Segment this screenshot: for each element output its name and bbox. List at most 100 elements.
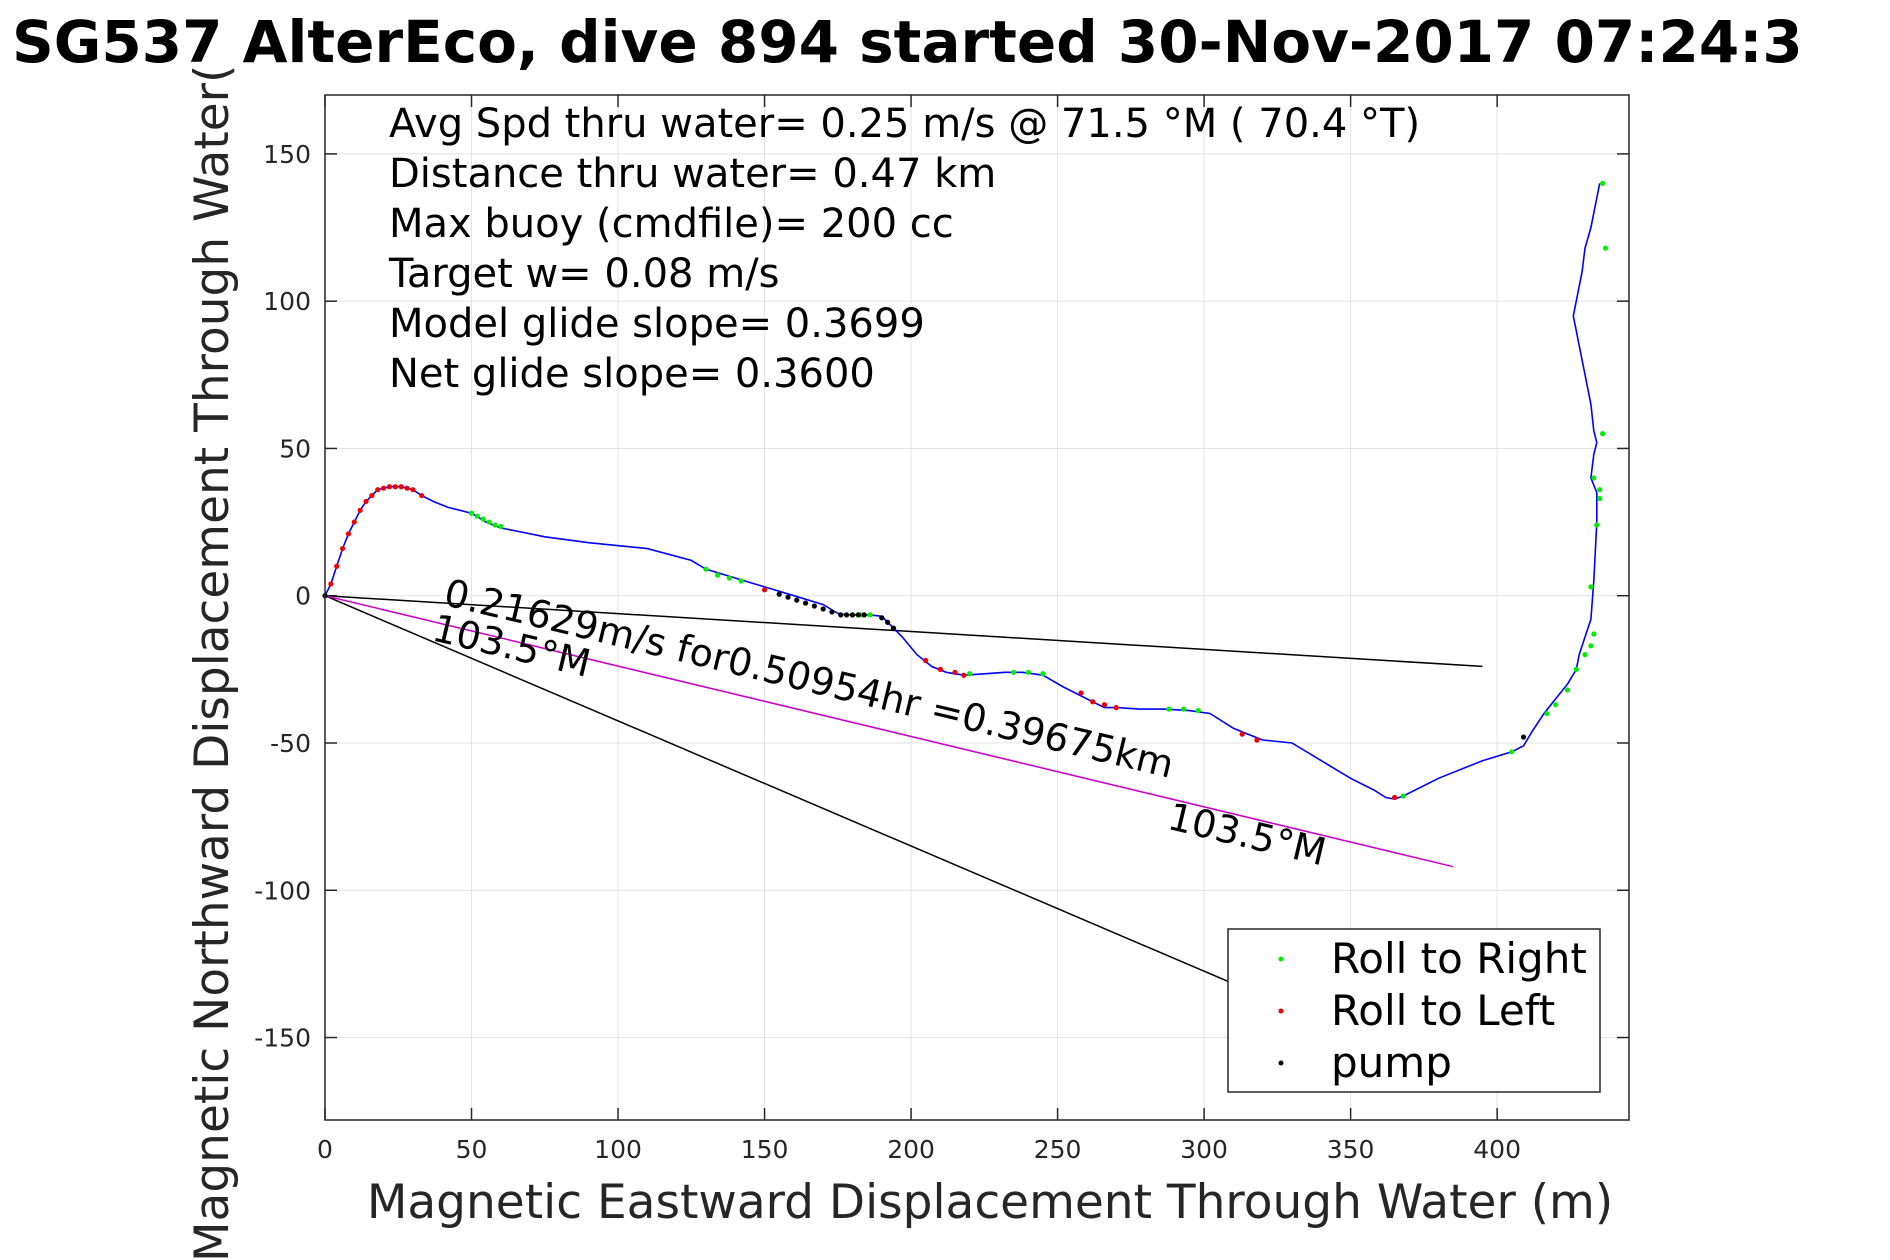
marker-red: [937, 666, 943, 672]
marker-green: [1591, 475, 1597, 481]
legend-marker-roll-left: [1278, 1008, 1284, 1014]
marker-red: [345, 531, 352, 537]
info-line: Net glide slope= 0.3600: [389, 351, 875, 397]
marker-black: [1520, 734, 1527, 740]
marker-green: [468, 510, 475, 516]
marker-green: [1591, 631, 1597, 637]
marker-red: [334, 563, 340, 569]
legend-box: [1227, 928, 1601, 1093]
marker-black: [776, 591, 782, 597]
marker-black: [885, 619, 891, 625]
marker-green: [1400, 793, 1406, 799]
x-tick-label: 200: [887, 1135, 935, 1164]
roll-markers: [322, 180, 1609, 801]
marker-black: [820, 606, 826, 612]
marker-green: [1166, 706, 1172, 712]
axis-ticks: 0 50 100 150 200 250 300 350 400 -150 -100 -50 0 50 10…: [254, 95, 1629, 1164]
marker-green: [1597, 495, 1603, 502]
dive-info-text: Avg Spd thru water= 0.25 m/s @ 71.5 °M (…: [388, 101, 1420, 397]
info-line: Avg Spd thru water= 0.25 m/s @ 71.5 °M (…: [389, 101, 1420, 147]
x-tick-label: 400: [1473, 1135, 1521, 1164]
marker-green: [480, 516, 486, 522]
marker-green: [1195, 707, 1201, 714]
x-tick-label: 250: [1034, 1135, 1082, 1164]
marker-green: [1573, 666, 1579, 672]
marker-green: [1588, 584, 1594, 590]
marker-black: [855, 612, 861, 618]
marker-green: [726, 575, 732, 581]
legend-label-pump: pump: [1331, 1038, 1452, 1087]
marker-black: [802, 600, 809, 606]
marker-black: [890, 625, 897, 631]
marker-red: [923, 657, 929, 664]
marker-red: [410, 487, 416, 493]
info-line: Distance thru water= 0.47 km: [389, 151, 996, 197]
marker-black: [879, 615, 885, 621]
marker-red: [363, 498, 369, 505]
marker-green: [1594, 522, 1600, 528]
marker-red: [398, 484, 404, 490]
marker-green: [486, 519, 492, 525]
marker-red: [961, 672, 967, 678]
marker-red: [1254, 737, 1260, 743]
x-tick-label: 350: [1327, 1135, 1375, 1164]
x-tick-label: 150: [741, 1135, 789, 1164]
marker-red: [369, 492, 375, 499]
black-line-short: [324, 594, 1483, 668]
marker-black: [861, 612, 867, 618]
marker-black: [844, 612, 850, 618]
reference-lines: [324, 594, 1483, 989]
marker-red: [392, 484, 398, 490]
legend: Roll to Right Roll to Left pump: [1227, 928, 1601, 1093]
y-tick-label: -100: [254, 876, 311, 905]
marker-green: [1011, 669, 1017, 675]
marker-green: [1040, 671, 1046, 677]
legend-marker-pump: [1278, 1060, 1284, 1066]
marker-green: [1564, 687, 1571, 693]
marker-black: [785, 594, 791, 600]
marker-green: [1025, 669, 1031, 675]
magenta-line: [324, 594, 1454, 868]
marker-green: [1509, 749, 1515, 755]
marker-red: [1078, 690, 1084, 696]
x-axis-label: Magnetic Eastward Displacement Through W…: [367, 1175, 1613, 1230]
marker-red: [952, 669, 958, 675]
marker-red: [351, 519, 357, 525]
marker-red: [328, 581, 334, 587]
marker-green: [474, 513, 480, 519]
marker-red: [419, 492, 425, 499]
marker-red: [339, 545, 346, 552]
marker-green: [967, 671, 973, 677]
marker-green: [738, 578, 744, 584]
marker-black: [794, 597, 800, 603]
marker-green: [498, 523, 504, 530]
marker-green: [492, 522, 498, 528]
marker-green: [715, 572, 721, 578]
marker-red: [761, 587, 768, 593]
marker-black: [829, 609, 835, 615]
y-tick-label: -50: [270, 729, 311, 758]
legend-marker-roll-right: [1278, 956, 1284, 962]
x-tick-label: 50: [456, 1135, 488, 1164]
chart-title: SG537 AlterEco, dive 894 started 30-Nov-…: [12, 8, 1803, 76]
marker-red: [1391, 794, 1398, 801]
marker-red: [1113, 705, 1119, 711]
black-line-long: [324, 595, 1243, 989]
y-tick-label: -150: [254, 1024, 311, 1053]
marker-red: [386, 484, 393, 490]
marker-green: [1600, 431, 1606, 437]
y-axis-label: Magnetic Northward Displacement Through …: [185, 65, 240, 1260]
legend-label-roll-right: Roll to Right: [1331, 934, 1587, 983]
marker-red: [375, 487, 381, 493]
y-tick-label: 0: [295, 582, 311, 611]
marker-red: [1101, 702, 1108, 708]
marker-green: [1600, 180, 1606, 186]
marker-green: [867, 612, 873, 618]
marker-green: [1602, 245, 1609, 251]
marker-black: [811, 603, 817, 609]
marker-green: [703, 566, 709, 572]
x-tick-label: 100: [594, 1135, 642, 1164]
marker-red: [357, 507, 363, 513]
plot-frame: [324, 94, 1630, 1121]
